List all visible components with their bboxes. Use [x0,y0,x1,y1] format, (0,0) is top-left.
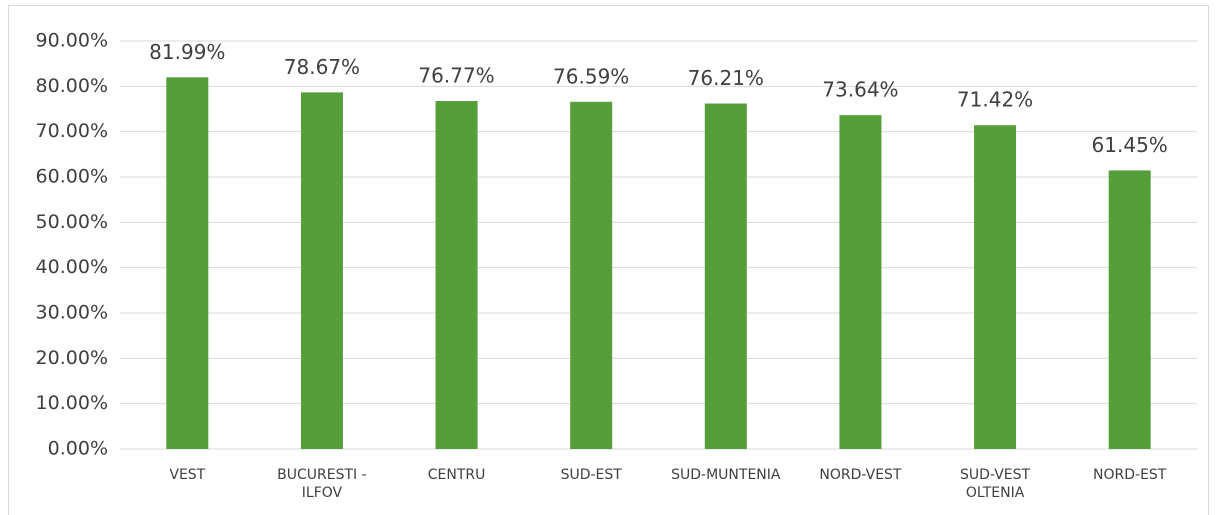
data-label: 61.45% [1092,133,1168,157]
y-tick-label: 80.00% [36,75,108,97]
bar [704,103,747,450]
y-tick-label: 60.00% [36,166,108,188]
x-tick-label: CENTRU [428,467,486,483]
bar [300,92,343,449]
x-tick-label: SUD-VEST OLTENIA [960,467,1030,501]
data-label: 76.21% [688,66,764,90]
data-label: 81.99% [149,40,225,64]
data-label: 71.42% [957,88,1033,112]
bar [839,115,882,449]
data-label: 76.59% [553,64,629,88]
bar [435,100,478,449]
y-tick-label: 90.00% [36,30,108,52]
x-tick-label: VEST [169,467,205,483]
bar [974,125,1017,449]
y-tick-label: 40.00% [36,256,108,278]
x-tick-label: SUD-MUNTENIA [671,467,781,483]
x-tick-label: NORD-VEST [819,467,902,483]
data-label: 78.67% [284,55,360,79]
x-tick-label: BUCURESTI -ILFOV [277,467,367,501]
bar [1108,170,1151,449]
x-tick-label: NORD-EST [1093,467,1167,483]
chart-frame [8,5,1209,515]
y-tick-label: 50.00% [36,211,108,233]
data-label: 73.64% [822,78,898,102]
y-tick-label: 10.00% [36,392,108,414]
bar [166,77,209,449]
data-label: 76.77% [418,63,494,87]
y-tick-label: 0.00% [48,438,108,460]
y-tick-label: 20.00% [36,347,108,369]
bar [570,101,613,450]
y-tick-label: 30.00% [36,302,108,324]
y-tick-label: 70.00% [36,120,108,142]
x-tick-label: SUD-EST [561,467,623,483]
